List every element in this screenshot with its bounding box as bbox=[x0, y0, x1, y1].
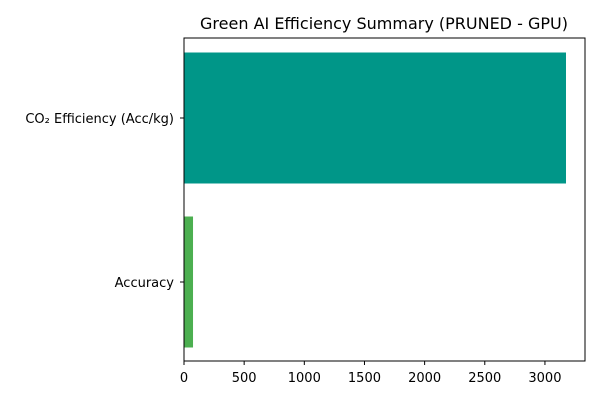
x-tick-label: 1000 bbox=[288, 371, 321, 386]
x-tick-label: 500 bbox=[232, 371, 257, 386]
y-tick-label: Accuracy bbox=[115, 276, 175, 291]
x-tick-label: 2500 bbox=[468, 371, 501, 386]
x-tick-label: 1500 bbox=[348, 371, 381, 386]
y-axis-ticks: CO₂ Efficiency (Acc/kg) Accuracy bbox=[25, 112, 184, 291]
bars-group bbox=[184, 52, 566, 348]
x-axis-ticks: 0 500 1000 1500 2000 2500 3000 bbox=[180, 361, 561, 386]
x-tick-label: 0 bbox=[180, 371, 188, 386]
x-tick-label: 2000 bbox=[408, 371, 441, 386]
chart-title: Green AI Efficiency Summary (PRUNED - GP… bbox=[200, 14, 568, 33]
plot-frame bbox=[183, 37, 586, 362]
x-tick-label: 3000 bbox=[528, 371, 561, 386]
bar-1 bbox=[184, 216, 194, 348]
y-tick-label: CO₂ Efficiency (Acc/kg) bbox=[25, 112, 174, 127]
bar-0 bbox=[184, 52, 566, 184]
